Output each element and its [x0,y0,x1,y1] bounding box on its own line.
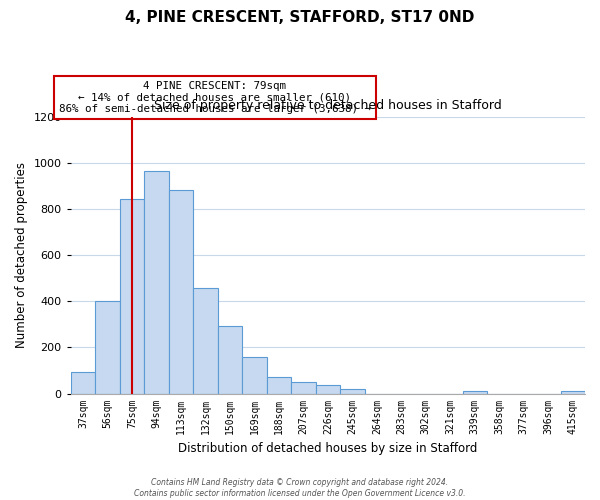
Bar [144,171,169,394]
X-axis label: Distribution of detached houses by size in Stafford: Distribution of detached houses by size … [178,442,478,455]
Title: Size of property relative to detached houses in Stafford: Size of property relative to detached ho… [154,98,502,112]
Y-axis label: Number of detached properties: Number of detached properties [15,162,28,348]
Bar [291,382,316,394]
Bar [560,392,585,394]
Bar [316,386,340,394]
Bar [266,378,291,394]
Bar [242,356,266,394]
Bar [71,372,95,394]
Bar [119,199,144,394]
Text: 4 PINE CRESCENT: 79sqm
← 14% of detached houses are smaller (610)
86% of semi-de: 4 PINE CRESCENT: 79sqm ← 14% of detached… [59,81,371,114]
Bar [340,389,365,394]
Bar [463,392,487,394]
Bar [95,302,119,394]
Text: Contains HM Land Registry data © Crown copyright and database right 2024.
Contai: Contains HM Land Registry data © Crown c… [134,478,466,498]
Bar [218,326,242,394]
Bar [193,288,218,394]
Bar [169,190,193,394]
Text: 4, PINE CRESCENT, STAFFORD, ST17 0ND: 4, PINE CRESCENT, STAFFORD, ST17 0ND [125,10,475,25]
